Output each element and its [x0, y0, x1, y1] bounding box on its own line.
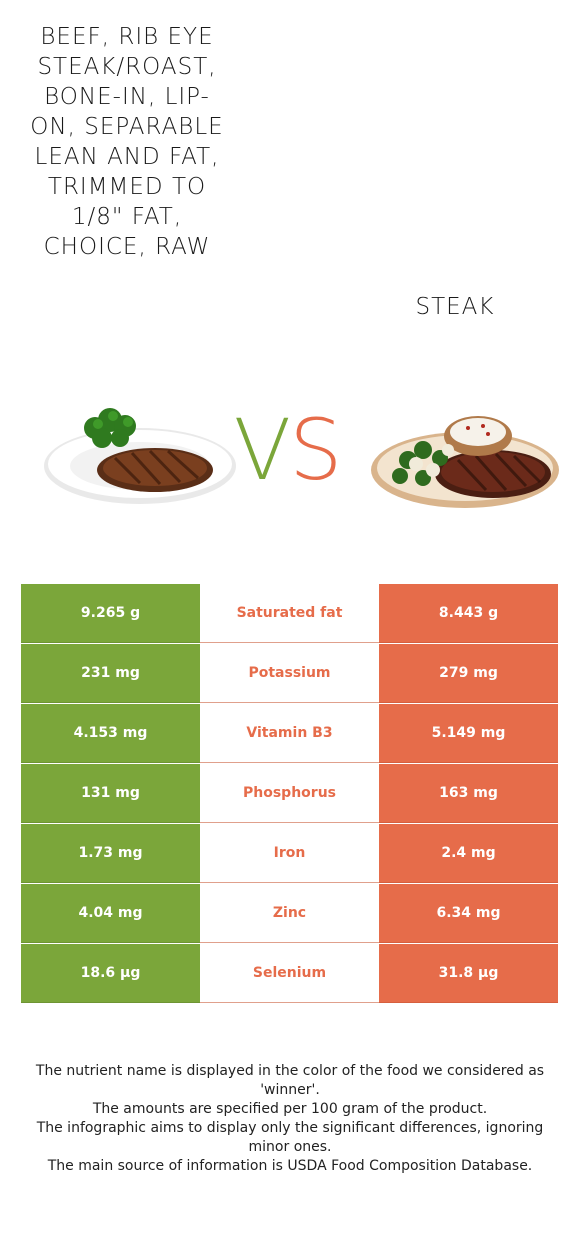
left-value: 231 mg [21, 644, 200, 703]
steak-image [371, 416, 559, 508]
food-left-title: Beef, rib eye steak/roast, bone-in, lip-… [30, 24, 224, 260]
left-value: 4.153 mg [21, 704, 200, 763]
table-row: 9.265 g Saturated fat 8.443 g [21, 584, 558, 644]
footer-line: The infographic aims to display only the… [36, 1120, 544, 1155]
nutrient-name: Phosphorus [200, 764, 379, 823]
right-value: 163 mg [379, 764, 558, 823]
nutrient-name: Potassium [200, 644, 379, 703]
right-value: 8.443 g [379, 584, 558, 643]
right-value: 31.8 µg [379, 944, 558, 1003]
table-row: 4.04 mg Zinc 6.34 mg [21, 884, 558, 944]
right-value: 6.34 mg [379, 884, 558, 943]
left-value: 9.265 g [21, 584, 200, 643]
nutrient-name: Saturated fat [200, 584, 379, 643]
footer-line: The amounts are specified per 100 gram o… [92, 1101, 488, 1117]
nutrient-name: Selenium [200, 944, 379, 1003]
table-row: 231 mg Potassium 279 mg [21, 644, 558, 704]
right-value: 2.4 mg [379, 824, 558, 883]
table-row: 4.153 mg Vitamin B3 5.149 mg [21, 704, 558, 764]
nutrient-name: Vitamin B3 [200, 704, 379, 763]
nutrient-name: Zinc [200, 884, 379, 943]
nutrient-name: Iron [200, 824, 379, 883]
food-right-title: Steak [415, 294, 495, 320]
left-value: 4.04 mg [21, 884, 200, 943]
right-value: 279 mg [379, 644, 558, 703]
footer-notes: The nutrient name is displayed in the co… [18, 1062, 562, 1176]
table-row: 18.6 µg Selenium 31.8 µg [21, 944, 558, 1004]
table-row: 131 mg Phosphorus 163 mg [21, 764, 558, 824]
left-value: 1.73 mg [21, 824, 200, 883]
nutrient-comparison-table: 9.265 g Saturated fat 8.443 g 231 mg Pot… [21, 584, 558, 1004]
footer-line: The nutrient name is displayed in the co… [35, 1063, 545, 1098]
footer-line: The main source of information is USDA F… [47, 1158, 533, 1174]
right-value: 5.149 mg [379, 704, 558, 763]
left-value: 18.6 µg [21, 944, 200, 1003]
left-value: 131 mg [21, 764, 200, 823]
table-row: 1.73 mg Iron 2.4 mg [21, 824, 558, 884]
beef-ribeye-image [44, 408, 236, 504]
vs-label: VS [233, 401, 343, 499]
